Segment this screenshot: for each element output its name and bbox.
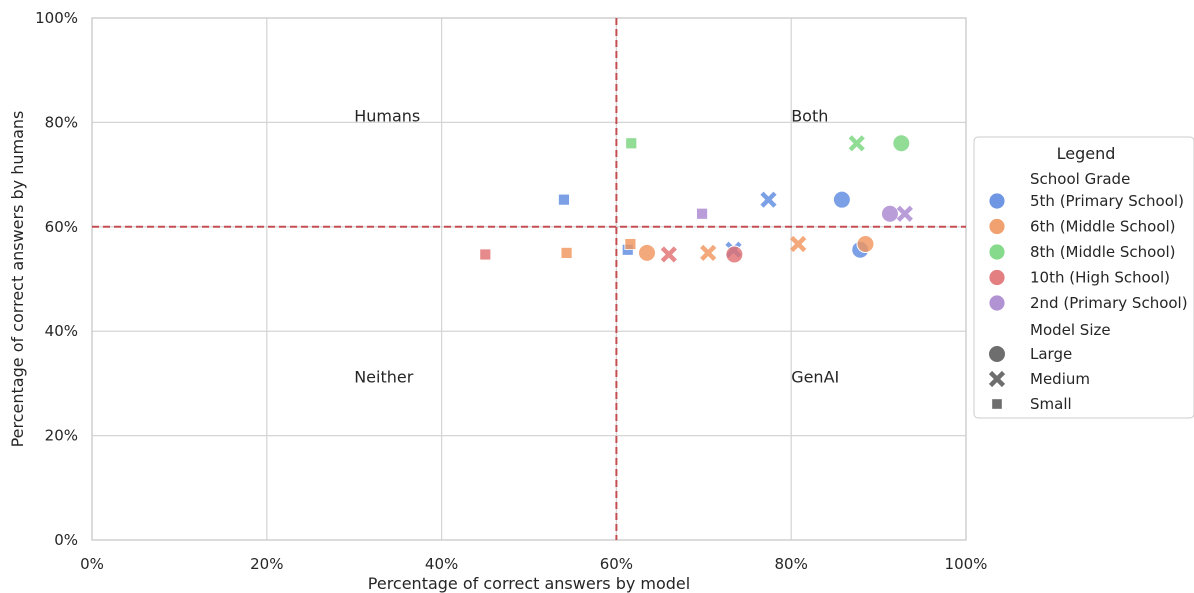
x-tick-labels: 0% 20% 40% 60% 80% 100%	[80, 555, 987, 573]
data-point	[560, 246, 573, 259]
threshold-lines	[92, 18, 966, 540]
data-points	[479, 134, 913, 264]
legend-grade-marker	[988, 217, 1006, 236]
legend-grade-label: 10th (High School)	[1030, 269, 1170, 287]
legend-size-title: Model Size	[1030, 321, 1111, 339]
data-point	[892, 134, 911, 153]
legend-size-marker	[988, 370, 1006, 388]
legend-size-label: Medium	[1030, 370, 1090, 388]
quadrant-label-neither: Neither	[354, 367, 414, 386]
y-tick-labels: 0% 20% 40% 60% 80% 100%	[35, 9, 78, 549]
legend-grade-label: 6th (Middle School)	[1030, 218, 1176, 236]
y-tick-label: 100%	[35, 9, 78, 27]
legend-size-marker	[988, 345, 1006, 363]
x-tick-label: 0%	[80, 555, 104, 573]
quadrant-labels: Humans Both Neither GenAI	[354, 106, 839, 386]
x-tick-label: 80%	[775, 555, 808, 573]
legend-hue-title: School Grade	[1030, 170, 1130, 188]
legend-size-label: Large	[1030, 345, 1072, 363]
quadrant-label-genai: GenAI	[791, 367, 839, 386]
x-tick-label: 100%	[945, 555, 988, 573]
x-tick-label: 20%	[250, 555, 283, 573]
y-tick-label: 20%	[45, 427, 78, 445]
legend: Legend School Grade 5th (Primary School)…	[973, 136, 1194, 419]
quadrant-label-both: Both	[791, 106, 828, 125]
data-point	[637, 243, 656, 262]
quadrant-label-humans: Humans	[354, 106, 420, 125]
data-point	[660, 246, 677, 263]
x-tick-label: 60%	[600, 555, 633, 573]
legend-grade-marker	[988, 268, 1006, 287]
data-point	[896, 205, 913, 222]
data-point	[856, 235, 875, 254]
legend-box	[973, 136, 1194, 419]
legend-title: Legend	[1057, 144, 1116, 163]
legend-size-entries: Large Medium Small	[988, 345, 1090, 413]
y-tick-label: 0%	[54, 531, 78, 549]
data-point	[760, 191, 777, 208]
y-tick-label: 60%	[45, 218, 78, 236]
data-point	[832, 190, 851, 209]
data-point	[479, 248, 492, 261]
legend-grade-label: 5th (Primary School)	[1030, 192, 1184, 210]
data-point	[624, 238, 637, 250]
data-point	[725, 245, 744, 264]
data-point	[558, 193, 570, 206]
legend-grade-marker	[988, 243, 1006, 261]
grid	[91, 17, 967, 541]
legend-grade-label: 2nd (Primary School)	[1030, 294, 1188, 312]
data-point	[848, 135, 865, 152]
data-point	[696, 207, 708, 220]
x-tick-label: 40%	[425, 555, 458, 573]
legend-grade-marker	[988, 294, 1006, 312]
legend-grade-marker	[988, 192, 1006, 210]
legend-grade-label: 8th (Middle School)	[1030, 243, 1176, 261]
x-axis-label: Percentage of correct answers by model	[368, 574, 690, 593]
legend-grade-entries: 5th (Primary School) 6th (Middle School) 8…	[988, 192, 1188, 312]
data-point	[790, 235, 807, 253]
data-point	[700, 244, 717, 261]
y-tick-label: 40%	[45, 322, 78, 340]
data-point	[880, 204, 899, 223]
y-axis-label: Percentage of correct answers by humans	[8, 111, 27, 448]
legend-size-label: Small	[1030, 395, 1072, 413]
plot-frame	[91, 17, 967, 541]
legend-size-marker	[991, 398, 1003, 410]
data-point	[625, 137, 638, 150]
y-tick-label: 80%	[45, 113, 78, 131]
